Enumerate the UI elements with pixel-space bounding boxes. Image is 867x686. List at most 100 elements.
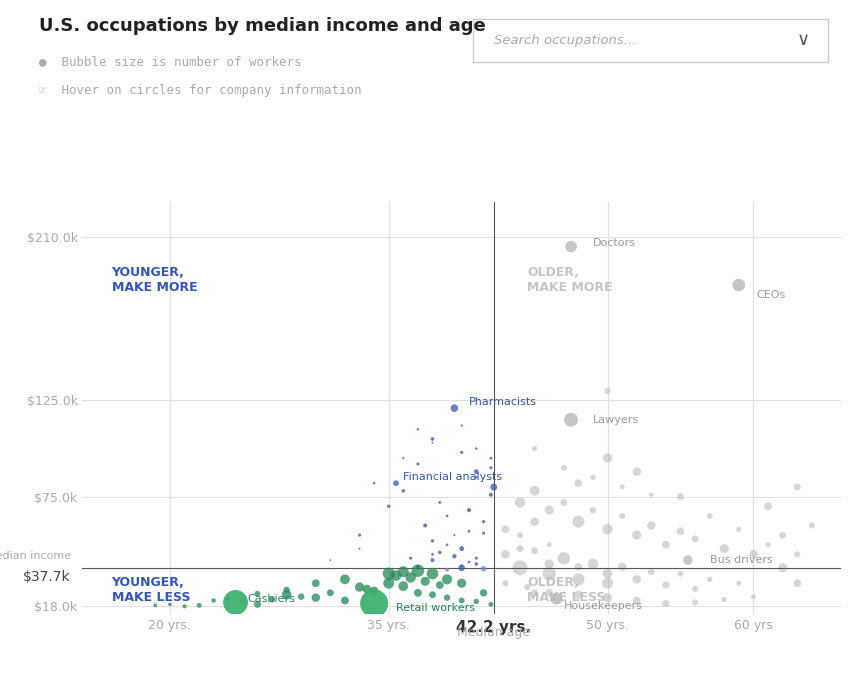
Point: [499, 524, 512, 535]
Point: [447, 403, 461, 414]
Text: $37.7k: $37.7k: [23, 570, 71, 584]
Point: [557, 462, 570, 473]
Text: Median income: Median income: [0, 551, 71, 560]
Point: [499, 578, 512, 589]
Point: [353, 543, 367, 554]
Point: [732, 280, 746, 291]
Point: [513, 497, 527, 508]
Point: [229, 597, 243, 608]
Point: [681, 554, 694, 565]
Text: Search occupations...: Search occupations...: [494, 34, 636, 47]
Point: [674, 491, 688, 502]
Point: [381, 578, 395, 589]
Point: [338, 574, 352, 585]
Point: [616, 561, 629, 572]
Point: [323, 554, 337, 565]
Point: [542, 539, 556, 550]
Point: [368, 598, 381, 609]
Point: [484, 489, 498, 500]
Point: [426, 554, 440, 565]
Point: [426, 549, 440, 560]
Point: [368, 585, 381, 596]
Point: [396, 566, 410, 577]
Text: ●  Bubble size is number of workers: ● Bubble size is number of workers: [39, 55, 302, 68]
Point: [601, 453, 615, 464]
Point: [178, 601, 192, 612]
Point: [477, 587, 491, 598]
Point: [426, 434, 440, 445]
Point: [674, 568, 688, 579]
Point: [542, 505, 556, 516]
Text: OLDER,
MAKE LESS: OLDER, MAKE LESS: [527, 576, 606, 604]
Point: [447, 530, 461, 541]
Point: [426, 535, 440, 546]
Point: [484, 453, 498, 464]
Point: [564, 241, 578, 252]
Text: U.S. occupations by median income and age: U.S. occupations by median income and ag…: [39, 17, 486, 35]
Point: [484, 599, 498, 610]
Point: [353, 530, 367, 541]
Point: [513, 530, 527, 541]
Point: [236, 596, 250, 607]
Point: [761, 539, 775, 550]
Text: Financial analysts: Financial analysts: [403, 473, 503, 482]
Point: [469, 472, 483, 483]
Point: [229, 597, 243, 608]
Point: [557, 497, 570, 508]
Point: [629, 530, 643, 541]
Point: [148, 600, 162, 611]
Point: [462, 525, 476, 536]
Point: [251, 589, 264, 600]
Point: [411, 587, 425, 598]
Point: [280, 589, 294, 600]
Point: [550, 593, 564, 604]
Point: [776, 530, 790, 541]
Point: [477, 516, 491, 527]
Point: [601, 592, 615, 603]
Point: [396, 486, 410, 497]
Point: [440, 539, 454, 550]
Point: [528, 545, 542, 556]
Text: Pharmacists: Pharmacists: [469, 397, 537, 407]
Point: [703, 510, 717, 521]
Text: Housekeepers: Housekeepers: [564, 601, 642, 611]
Point: [338, 595, 352, 606]
Point: [805, 520, 818, 531]
Text: OLDER,
MAKE MORE: OLDER, MAKE MORE: [527, 266, 613, 294]
Point: [528, 587, 542, 598]
Point: [265, 594, 279, 605]
Point: [746, 549, 760, 560]
Point: [571, 516, 585, 527]
Point: [644, 566, 658, 577]
Point: [454, 420, 468, 431]
Text: ∨: ∨: [797, 32, 810, 49]
Point: [440, 565, 454, 576]
Text: YOUNGER,
MAKE MORE: YOUNGER, MAKE MORE: [112, 266, 197, 294]
Point: [732, 524, 746, 535]
Point: [469, 558, 483, 569]
Point: [469, 443, 483, 454]
Point: [629, 466, 643, 477]
Point: [601, 578, 615, 589]
Point: [601, 568, 615, 579]
Point: [389, 477, 403, 488]
Point: [294, 591, 308, 602]
Point: [192, 600, 206, 611]
Point: [381, 501, 395, 512]
Point: [447, 403, 461, 414]
Point: [586, 505, 600, 516]
Point: [688, 584, 702, 595]
Point: [703, 574, 717, 585]
Point: [550, 593, 564, 604]
Point: [601, 524, 615, 535]
Point: [454, 447, 468, 458]
Point: [681, 554, 694, 565]
Point: [732, 280, 746, 291]
Point: [644, 489, 658, 500]
Point: [418, 576, 432, 587]
Point: [396, 453, 410, 464]
Point: [484, 462, 498, 473]
Point: [411, 424, 425, 435]
Point: [469, 596, 483, 607]
Point: [309, 592, 323, 603]
